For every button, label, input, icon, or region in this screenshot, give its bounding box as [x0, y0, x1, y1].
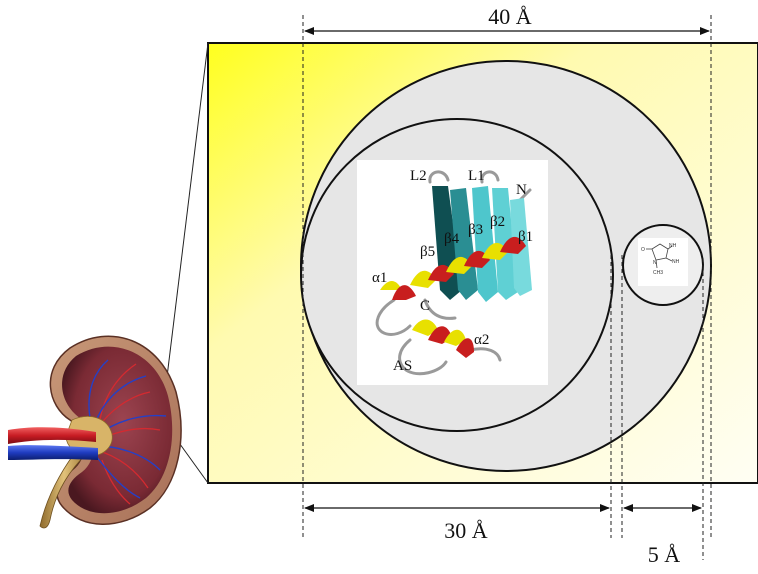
protein-coils — [375, 170, 532, 376]
protein-label-c: C — [420, 298, 430, 314]
renal-artery — [8, 427, 96, 444]
alpha-helix-2 — [412, 319, 474, 358]
protein-label-b4: β4 — [444, 231, 460, 247]
protein-label-b2: β2 — [490, 214, 505, 230]
ureter — [39, 445, 89, 529]
kidney-illustration — [8, 335, 182, 529]
dimension-label-5: 5 Å — [648, 542, 681, 567]
molecule-label-n: N — [653, 260, 657, 266]
alpha-helix-1 — [380, 236, 526, 300]
protein-label-b3: β3 — [468, 222, 483, 238]
molecule-label-nh-2: NH — [672, 259, 680, 265]
protein-label-a1: α1 — [372, 270, 387, 286]
projection-line-top — [165, 42, 209, 386]
dimension-label-30: 30 Å — [444, 518, 488, 543]
protein-label-l1: L1 — [468, 168, 485, 184]
protein-label-a2: α2 — [474, 332, 489, 348]
protein-label-n: N — [516, 182, 527, 198]
protein-label-b1: β1 — [518, 229, 533, 245]
protein-structure-image: L2 L1 N β5 β4 β3 β2 β1 α1 C α2 AS — [357, 160, 548, 385]
dimension-label-40: 40 Å — [488, 4, 532, 29]
molecule-label-o: O — [641, 247, 645, 253]
molecule-label-nh-1: NH — [669, 243, 677, 249]
dashed-guides — [302, 15, 712, 560]
protein-label-b5: β5 — [420, 244, 435, 260]
protein-label-l2: L2 — [410, 168, 427, 184]
renal-vein — [8, 445, 98, 460]
kidney-cortex — [62, 346, 173, 514]
protein-label-as: AS — [393, 358, 412, 374]
molecule-structure-image: O NH NH N CH3 — [638, 238, 688, 286]
molecule-label-ch3: CH3 — [653, 270, 663, 276]
